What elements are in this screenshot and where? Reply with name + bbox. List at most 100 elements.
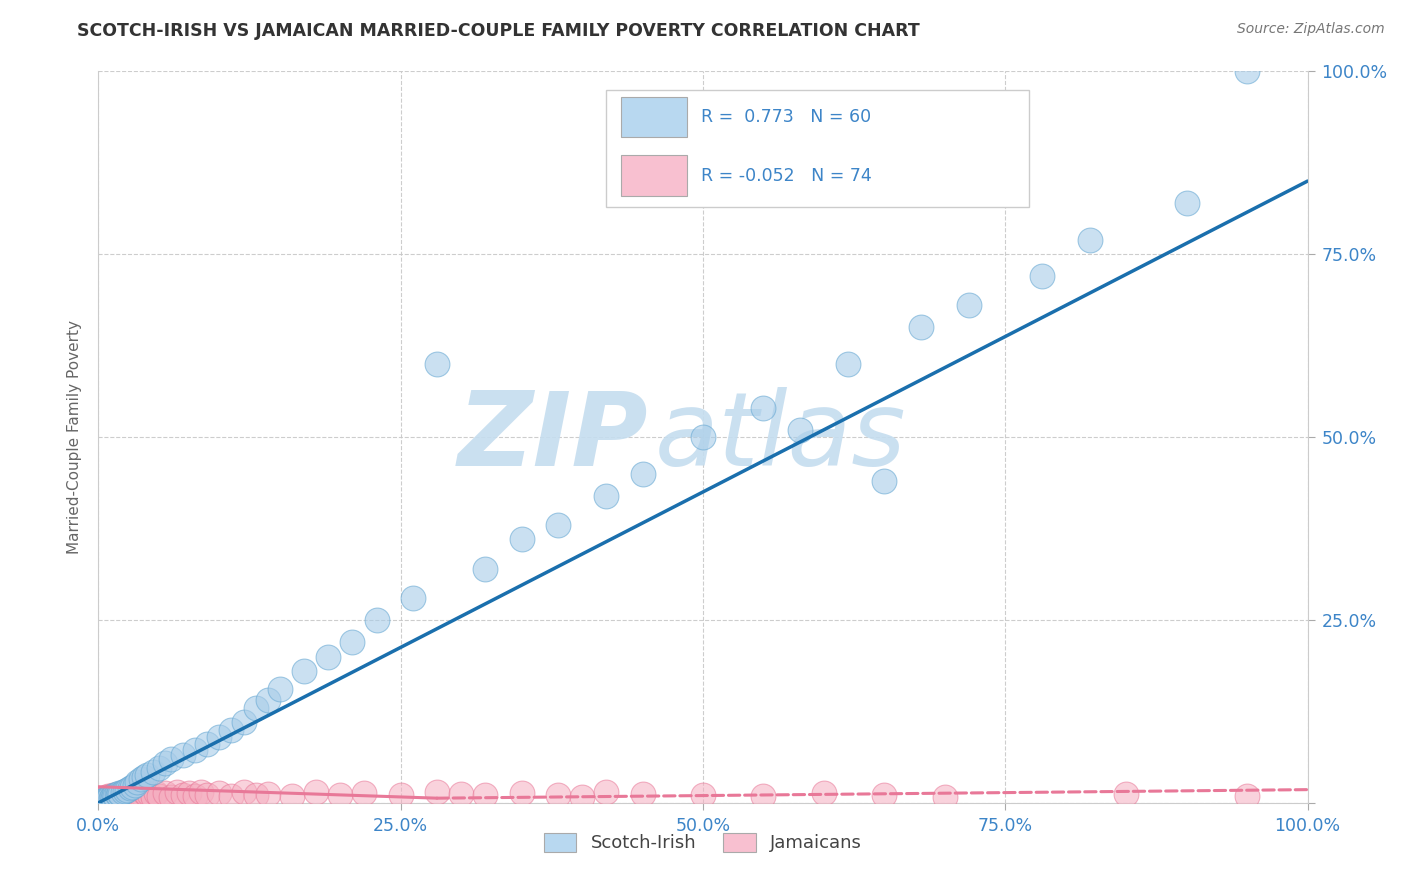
- Point: [631, 467, 654, 481]
- Point: [148, 789, 170, 804]
- Point: [114, 790, 136, 805]
- Point: [837, 357, 859, 371]
- Point: [221, 723, 243, 737]
- Point: [426, 357, 449, 371]
- Point: [118, 786, 141, 800]
- Point: [111, 785, 134, 799]
- Point: [184, 743, 207, 757]
- Point: [153, 756, 176, 770]
- Point: [873, 474, 896, 488]
- Point: [98, 790, 121, 805]
- Point: [121, 780, 143, 794]
- Point: [450, 787, 472, 801]
- Bar: [621, 97, 688, 137]
- Point: [1115, 787, 1137, 801]
- Point: [813, 786, 835, 800]
- Point: [90, 794, 112, 808]
- Point: [98, 791, 121, 805]
- Point: [118, 789, 141, 804]
- Point: [160, 789, 183, 804]
- Point: [256, 787, 278, 801]
- Point: [232, 785, 254, 799]
- Point: [124, 778, 146, 792]
- Point: [353, 786, 375, 800]
- Point: [160, 752, 183, 766]
- Point: [134, 785, 156, 799]
- Point: [208, 730, 231, 744]
- Point: [172, 748, 194, 763]
- Point: [112, 786, 135, 800]
- Point: [105, 792, 128, 806]
- Point: [510, 786, 533, 800]
- Legend: Scotch-Irish, Jamaicans: Scotch-Irish, Jamaicans: [537, 826, 869, 860]
- Point: [342, 635, 364, 649]
- Point: [94, 790, 117, 805]
- Point: [97, 791, 120, 805]
- Point: [94, 793, 117, 807]
- Point: [245, 700, 267, 714]
- Point: [631, 787, 654, 801]
- Point: [269, 682, 291, 697]
- Point: [692, 789, 714, 803]
- Point: [474, 562, 496, 576]
- Point: [103, 790, 125, 805]
- Point: [100, 789, 122, 804]
- Point: [96, 789, 118, 804]
- Point: [292, 664, 315, 678]
- Point: [166, 785, 188, 799]
- Point: [108, 787, 131, 801]
- Point: [142, 765, 165, 780]
- Point: [97, 792, 120, 806]
- Point: [96, 793, 118, 807]
- Point: [184, 789, 207, 804]
- Text: SCOTCH-IRISH VS JAMAICAN MARRIED-COUPLE FAMILY POVERTY CORRELATION CHART: SCOTCH-IRISH VS JAMAICAN MARRIED-COUPLE …: [77, 22, 920, 40]
- Point: [208, 786, 231, 800]
- Point: [1236, 789, 1258, 804]
- Point: [195, 737, 218, 751]
- Point: [752, 401, 775, 415]
- Y-axis label: Married-Couple Family Poverty: Married-Couple Family Poverty: [67, 320, 83, 554]
- Point: [1078, 233, 1101, 247]
- Point: [107, 790, 129, 805]
- Point: [873, 788, 896, 802]
- Point: [142, 789, 165, 804]
- Point: [118, 781, 141, 796]
- Text: ZIP: ZIP: [458, 386, 648, 488]
- Point: [510, 533, 533, 547]
- Point: [94, 792, 117, 806]
- Point: [172, 789, 194, 803]
- Point: [547, 788, 569, 802]
- Point: [93, 791, 115, 805]
- Point: [121, 789, 143, 804]
- Point: [281, 789, 304, 804]
- Point: [595, 489, 617, 503]
- Point: [131, 790, 153, 805]
- Point: [124, 787, 146, 801]
- Point: [245, 789, 267, 803]
- Point: [101, 791, 124, 805]
- Point: [104, 789, 127, 804]
- Point: [105, 787, 128, 801]
- Text: atlas: atlas: [655, 387, 905, 487]
- Point: [93, 794, 115, 808]
- Point: [127, 775, 149, 789]
- Point: [148, 761, 170, 775]
- Point: [595, 785, 617, 799]
- Point: [474, 789, 496, 803]
- Point: [105, 788, 128, 802]
- Point: [179, 786, 201, 800]
- Point: [195, 789, 218, 803]
- Point: [789, 423, 811, 437]
- Point: [752, 789, 775, 804]
- Point: [93, 793, 115, 807]
- Point: [117, 782, 139, 797]
- Point: [1236, 64, 1258, 78]
- Bar: [621, 155, 688, 195]
- Point: [100, 789, 122, 804]
- Point: [145, 786, 167, 800]
- Point: [138, 787, 160, 801]
- Point: [108, 787, 131, 801]
- Point: [91, 793, 114, 807]
- Point: [402, 591, 425, 605]
- Point: [103, 789, 125, 803]
